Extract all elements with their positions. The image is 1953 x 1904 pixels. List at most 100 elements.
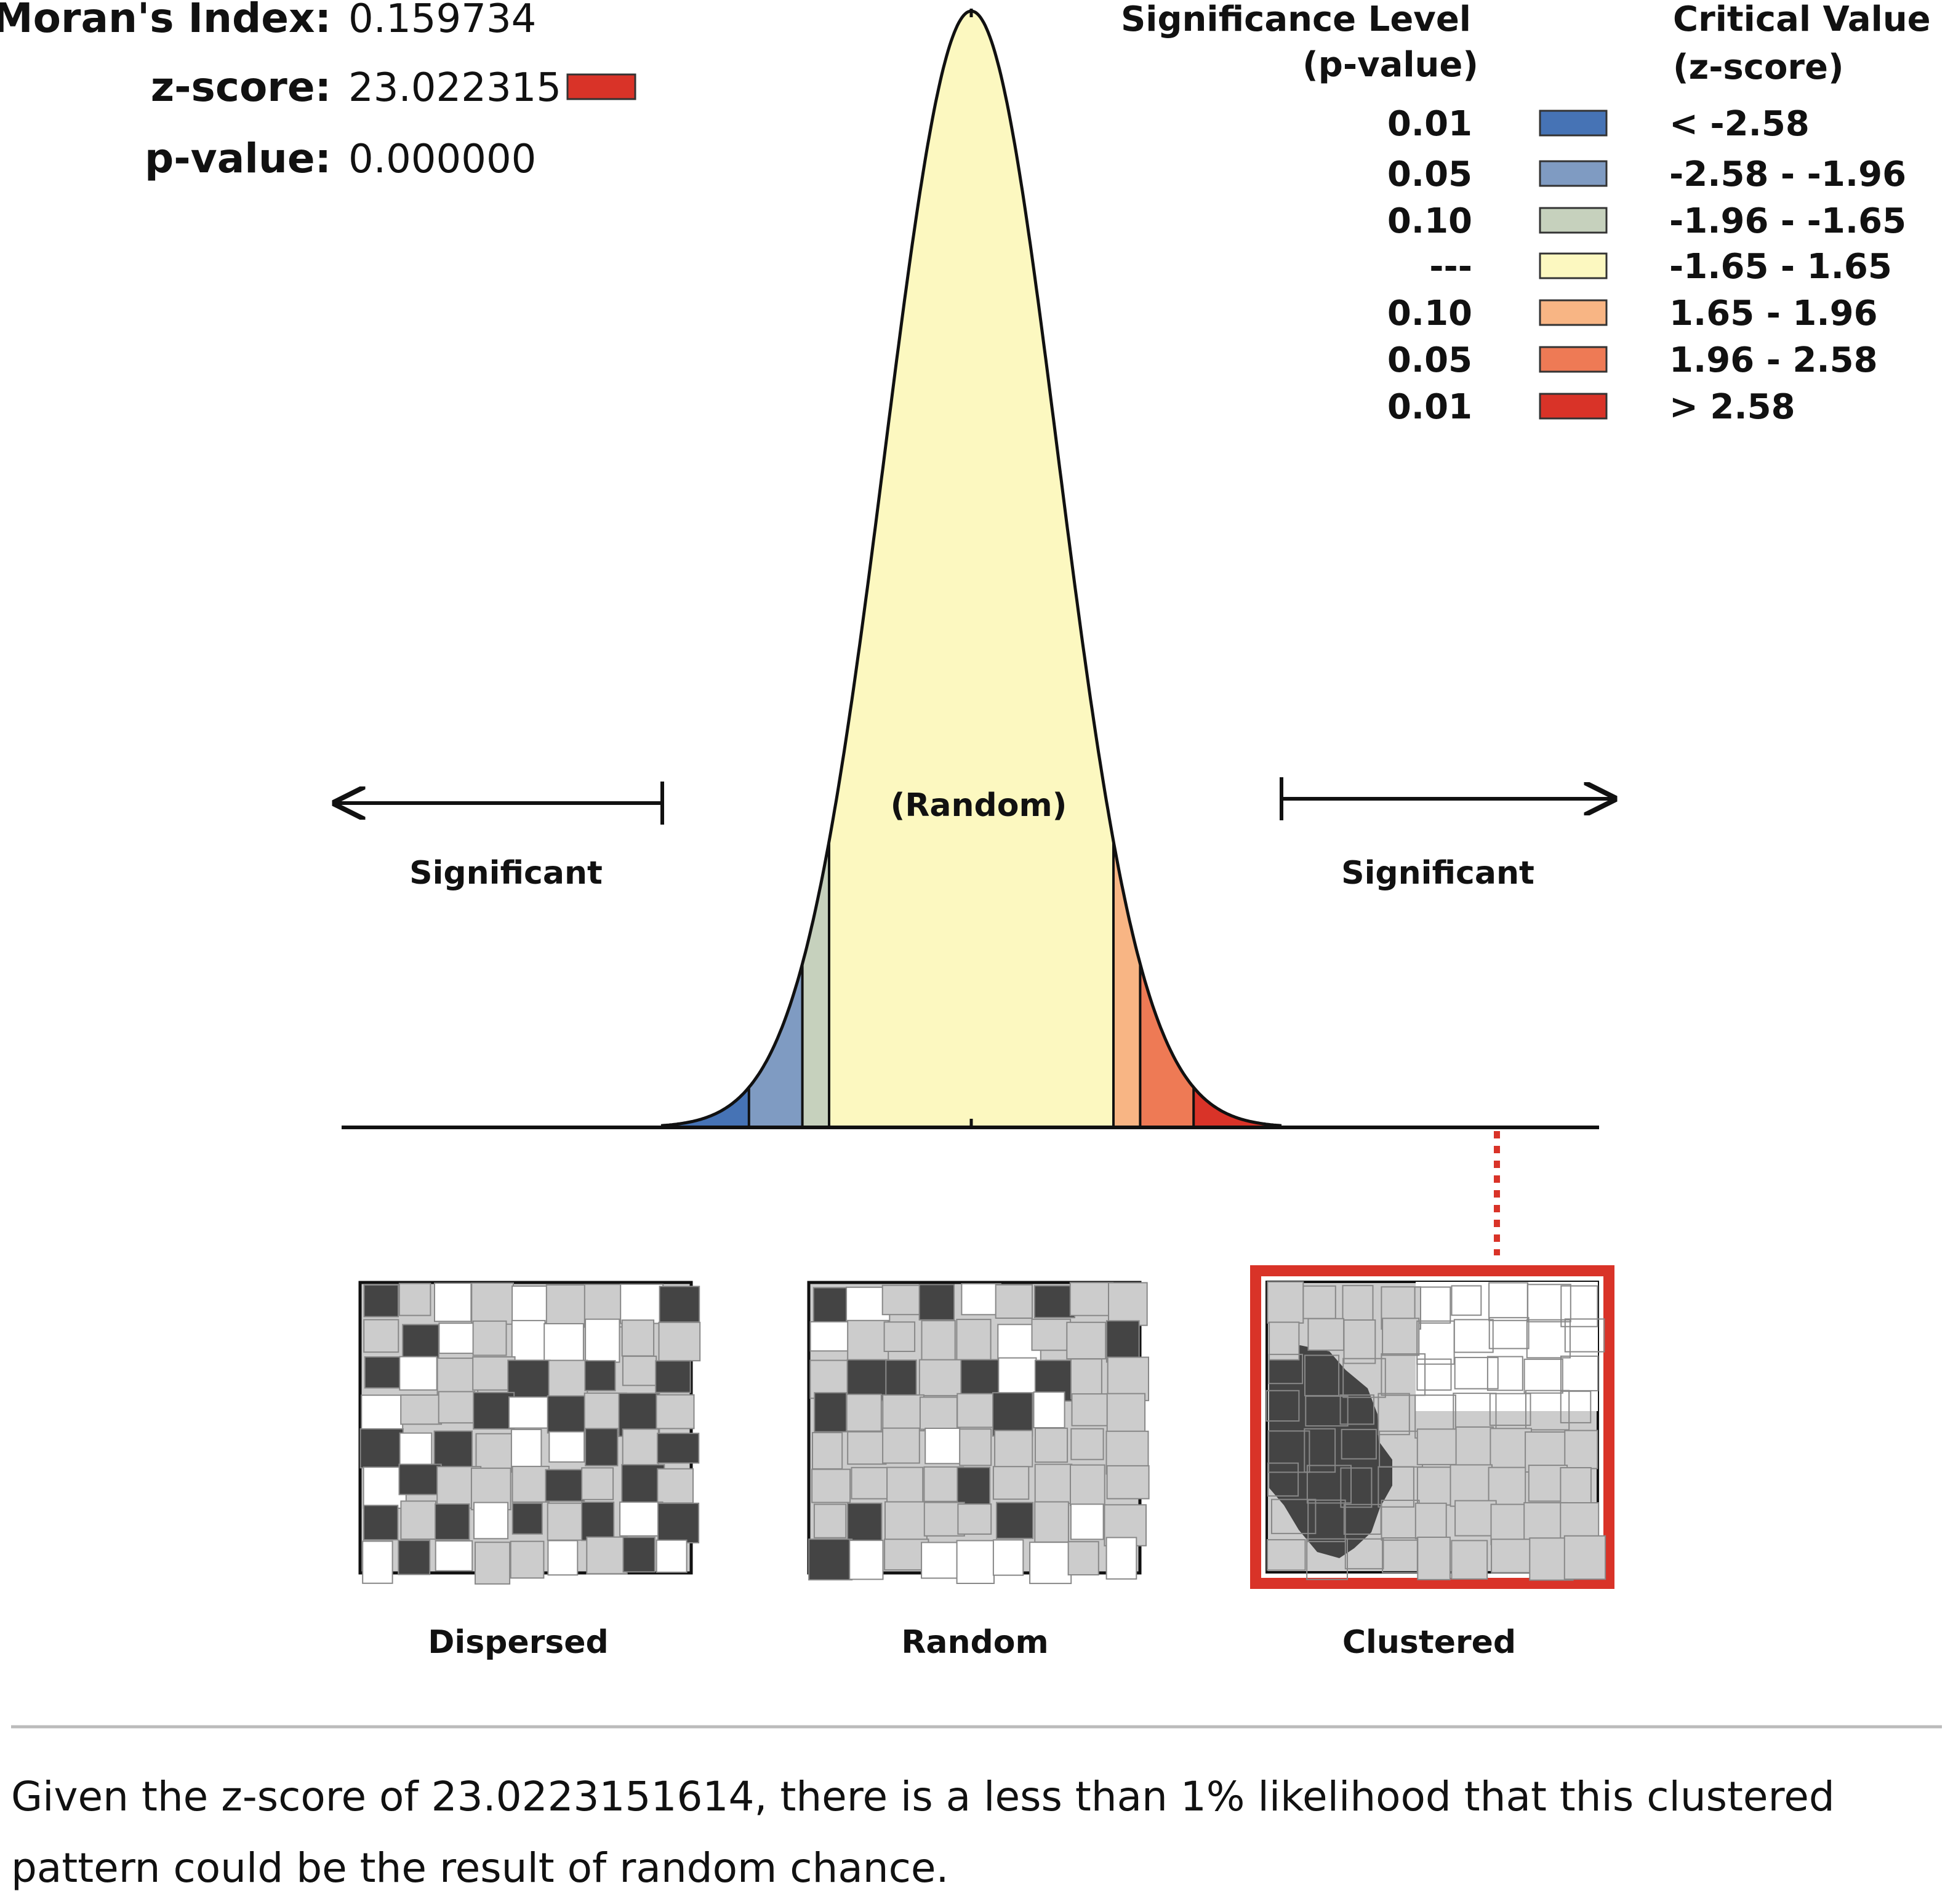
map-cell xyxy=(1560,1502,1600,1540)
map-cell xyxy=(992,1539,1024,1576)
map-cell xyxy=(363,1319,399,1353)
map-cell xyxy=(1304,1428,1336,1473)
map-cell xyxy=(956,1540,995,1584)
dispersed-label: Dispersed xyxy=(428,1624,609,1661)
map-cell xyxy=(1071,1393,1110,1426)
map-cell xyxy=(1034,1463,1073,1504)
map-cell xyxy=(1108,1282,1148,1326)
map-cell xyxy=(1489,1393,1531,1426)
map-cell xyxy=(1526,1319,1571,1359)
legend-color-swatch xyxy=(1539,160,1608,187)
map-cell xyxy=(399,1356,438,1391)
map-cell xyxy=(508,1396,554,1429)
random-map xyxy=(807,1281,1150,1585)
map-cell xyxy=(1340,1467,1373,1508)
map-cell xyxy=(511,1465,550,1503)
map-cell xyxy=(1488,1317,1530,1350)
left-significant-label: Significant xyxy=(409,855,603,892)
map-cell xyxy=(438,1391,476,1424)
moran-index-value: 0.159734 xyxy=(348,0,536,42)
map-cell xyxy=(511,1285,552,1324)
map-cell xyxy=(883,1321,916,1353)
map-cell xyxy=(918,1284,955,1321)
map-cell xyxy=(656,1539,688,1573)
map-cell xyxy=(657,1502,700,1544)
map-cell xyxy=(545,1284,591,1328)
map-cell xyxy=(1564,1318,1605,1353)
map-cell xyxy=(1491,1538,1535,1574)
legend-z-range: < -2.58 xyxy=(1669,104,1810,144)
map-cell xyxy=(846,1393,882,1432)
map-cell xyxy=(1105,1537,1137,1580)
map-cell xyxy=(812,1287,851,1327)
legend-color-swatch xyxy=(1539,252,1608,279)
map-cell xyxy=(924,1428,961,1465)
map-cell xyxy=(656,1394,695,1430)
map-cell xyxy=(1339,1394,1375,1425)
legend-p-value: 0.10 xyxy=(1387,294,1472,334)
significance-legend: Significance Level (p-value) Critical Va… xyxy=(1121,0,1931,427)
map-cell xyxy=(400,1500,437,1540)
z-score-value: 23.022315 xyxy=(348,65,561,111)
map-cell xyxy=(658,1321,701,1362)
map-cell xyxy=(881,1284,921,1316)
map-cell xyxy=(655,1360,691,1393)
map-cell xyxy=(882,1394,925,1432)
map-cell xyxy=(1416,1466,1457,1506)
right-significant-label: Significant xyxy=(1341,855,1534,892)
map-cell xyxy=(361,1394,404,1433)
map-cell xyxy=(849,1540,884,1580)
map-cell xyxy=(994,1430,1033,1468)
map-cell xyxy=(1029,1542,1072,1585)
map-cell xyxy=(1486,1356,1523,1391)
map-cell xyxy=(885,1359,917,1401)
map-cell xyxy=(620,1283,664,1324)
map-cell xyxy=(1563,1535,1606,1580)
map-cell xyxy=(882,1427,920,1464)
map-cell xyxy=(585,1318,620,1363)
legend-p-value: 0.05 xyxy=(1387,340,1472,380)
map-cell xyxy=(1070,1464,1105,1506)
map-cell xyxy=(1031,1318,1072,1351)
map-cell xyxy=(581,1467,614,1500)
map-cell xyxy=(1378,1466,1414,1508)
significance-header: Significance Level xyxy=(1121,0,1471,39)
map-cell xyxy=(1525,1390,1570,1431)
curve-band xyxy=(1193,1087,1281,1127)
significance-header-sub: (p-value) xyxy=(1302,45,1478,85)
map-cell xyxy=(1450,1464,1493,1507)
map-cell xyxy=(435,1503,470,1540)
map-cell xyxy=(1417,1537,1451,1580)
map-cell xyxy=(1381,1353,1426,1396)
clustered-map xyxy=(1250,1265,1614,1589)
map-cell xyxy=(1266,1539,1306,1571)
map-cell xyxy=(363,1284,399,1318)
dispersed-map xyxy=(358,1281,701,1585)
map-cell xyxy=(1069,1282,1114,1316)
map-cell xyxy=(548,1431,585,1463)
map-cell xyxy=(1378,1393,1410,1436)
map-cell xyxy=(1416,1428,1461,1465)
legend-color-swatch xyxy=(1539,299,1608,326)
legend-color-swatch xyxy=(1539,110,1608,137)
map-cell xyxy=(1341,1428,1377,1460)
legend-color-swatch xyxy=(1539,346,1608,373)
map-cell xyxy=(992,1466,1030,1500)
curve-band xyxy=(829,11,1113,1127)
critical-value-header: Critical Value xyxy=(1673,0,1931,39)
map-cell xyxy=(956,1466,991,1507)
legend-z-range: 1.65 - 1.96 xyxy=(1669,294,1878,334)
map-cell xyxy=(1342,1358,1386,1398)
map-cell xyxy=(472,1320,507,1356)
map-cell xyxy=(619,1501,664,1537)
map-cell xyxy=(1034,1501,1069,1543)
map-cell xyxy=(1382,1318,1420,1356)
map-cell xyxy=(1526,1284,1571,1322)
map-cell xyxy=(438,1322,475,1354)
map-cell xyxy=(547,1540,579,1576)
z-score-label: z-score: xyxy=(151,63,331,111)
legend-color-swatch xyxy=(1539,207,1608,234)
map-cell xyxy=(471,1282,514,1325)
map-cell xyxy=(359,1428,404,1469)
